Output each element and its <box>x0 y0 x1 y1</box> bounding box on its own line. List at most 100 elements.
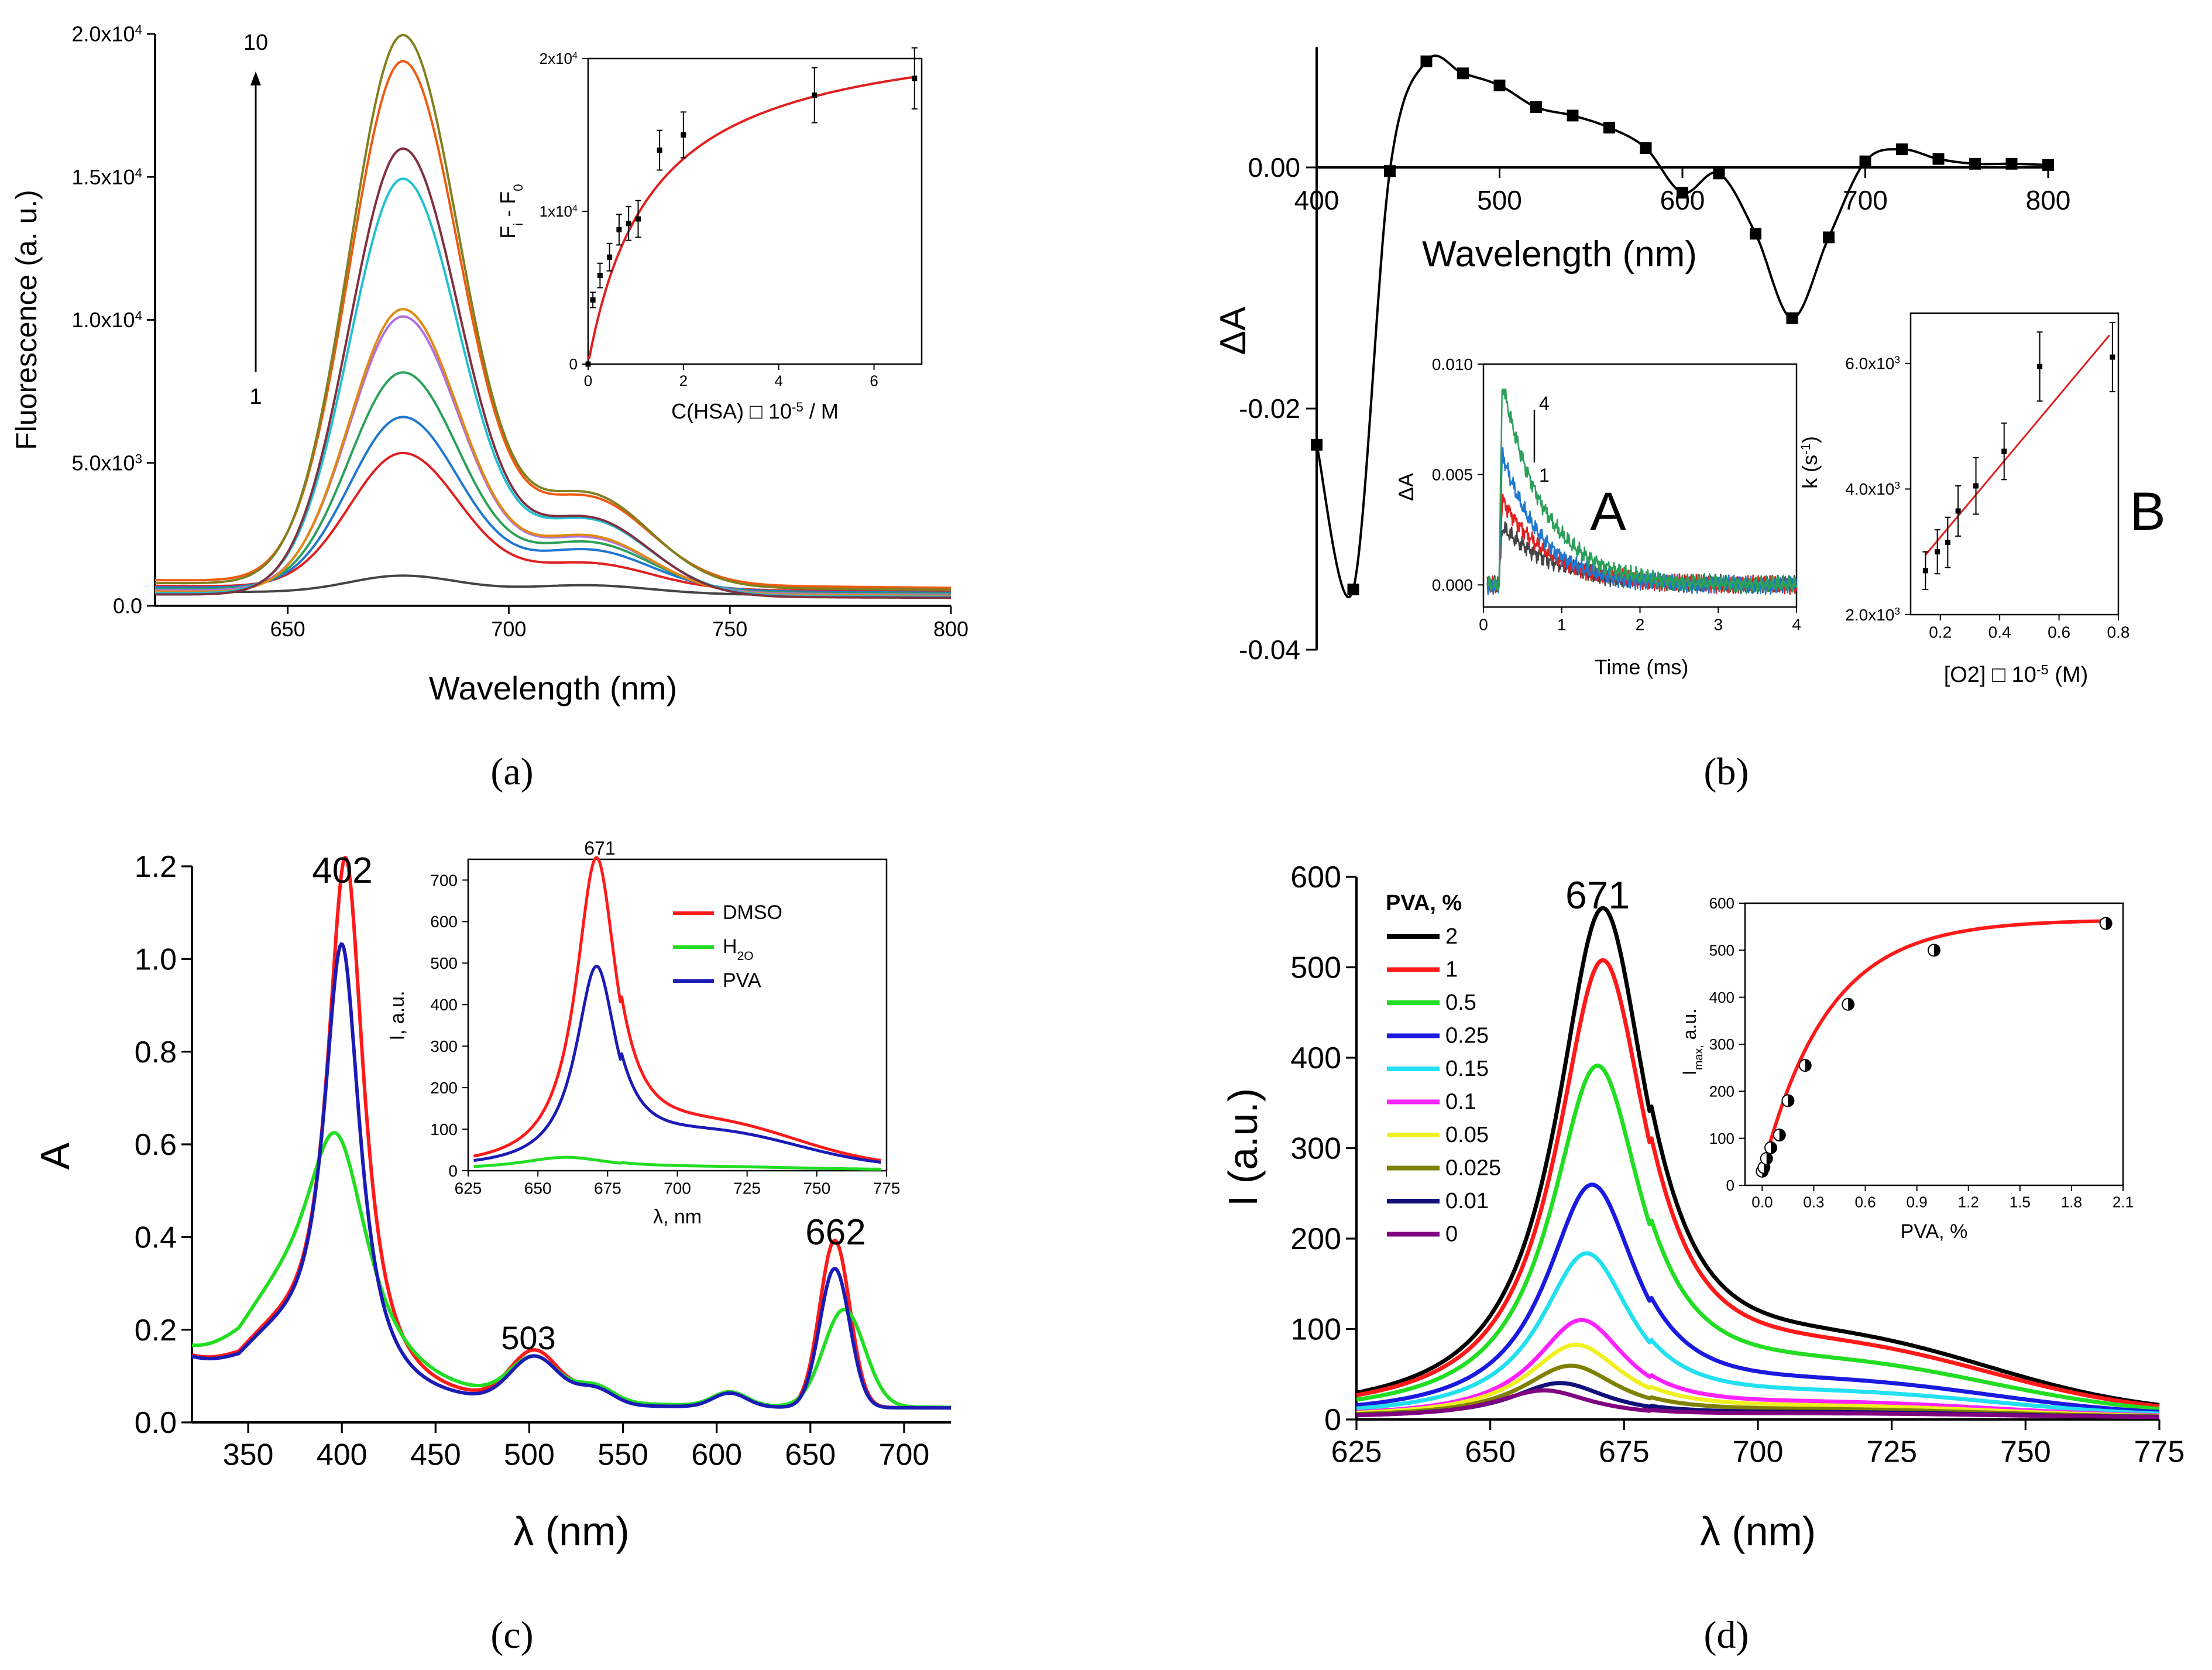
y-tick-label: 0 <box>569 355 578 373</box>
y-tick-label: 100 <box>430 1120 458 1139</box>
y-axis-title: Fluorescence (a. u.) <box>10 190 43 450</box>
inset-fit-line <box>588 75 918 359</box>
inset-b-fit-line <box>1925 334 2110 556</box>
transient-data-point <box>2042 159 2054 171</box>
x-axis-title: Wavelength (nm) <box>1422 234 1697 275</box>
y-tick-label: 0 <box>448 1162 458 1180</box>
inset-a-arrow-start: 1 <box>1539 465 1550 486</box>
inset-marker-half <box>1934 944 1940 956</box>
x-tick-label: 700 <box>879 1438 930 1472</box>
x-tick-label: 750 <box>2000 1435 2051 1469</box>
panel-label-d: (d) <box>1704 1614 1749 1657</box>
inset-b-data-point <box>1945 540 1950 546</box>
inset-data-point <box>616 227 622 232</box>
inset-marker-half <box>1848 998 1854 1010</box>
inset-data-point <box>607 254 613 260</box>
transient-data-point <box>1750 228 1761 240</box>
y-tick-label: 0.0 <box>113 594 142 618</box>
inset-emission-line-PVA <box>473 965 881 1164</box>
x-tick-label: 1.2 <box>1958 1193 1979 1211</box>
y-tick-label: 100 <box>1709 1130 1734 1147</box>
inset-marker-half <box>1805 1059 1811 1072</box>
y-tick-label: 400 <box>430 996 458 1014</box>
y-tick-label: 2x104 <box>540 50 578 67</box>
inset-data-point <box>912 76 918 81</box>
legend-label-H2O: H2O <box>723 935 754 963</box>
y-tick-label: 600 <box>430 913 458 931</box>
inset-y-axis-title: I, a.u. <box>386 990 408 1040</box>
y-tick-label: 2.0x104 <box>71 22 142 46</box>
panel-c: 350 400 450 500 550 600 650 700 0.0 0.2 0.4 0.6 0.8 1… <box>32 838 952 1554</box>
x-tick-label: 800 <box>2026 185 2071 215</box>
inset-data-point <box>2099 917 2113 930</box>
peak-label-402: 402 <box>312 851 372 891</box>
x-tick-label: 650 <box>524 1179 552 1197</box>
legend-label-DMSO: DMSO <box>723 901 782 924</box>
emission-line-0 <box>1356 1388 2160 1419</box>
inset-b-data-point <box>1973 483 1979 489</box>
x-tick-label: 725 <box>733 1179 761 1197</box>
legend-label-0.15: 0.15 <box>1445 1057 1489 1081</box>
y-tick-label: 600 <box>1290 860 1341 894</box>
transient-data-point <box>1932 153 1945 165</box>
transient-data-point <box>1969 157 1981 170</box>
inset-b-data-point <box>1935 549 1940 555</box>
x-tick-label: 0.4 <box>1988 623 2011 641</box>
inset-marker-half <box>1779 1129 1785 1141</box>
inset-data-point <box>626 221 631 227</box>
x-tick-label: 675 <box>594 1179 621 1197</box>
x-tick-label: 750 <box>803 1179 830 1197</box>
x-tick-label: 1 <box>1557 615 1567 633</box>
y-tick-label: 300 <box>1290 1132 1341 1166</box>
y-tick-label: 300 <box>430 1037 458 1055</box>
inset-emission-line-DMSO <box>473 856 881 1162</box>
transient-data-point <box>1786 312 1798 324</box>
transient-data-point <box>1493 79 1506 91</box>
y-tick-label: 200 <box>1290 1222 1341 1256</box>
x-tick-label: 500 <box>504 1438 555 1472</box>
y-axis-title: A <box>32 1142 78 1170</box>
inset-data-point <box>657 148 662 153</box>
y-tick-label: 0.0 <box>135 1406 177 1440</box>
x-tick-label: 400 <box>317 1438 367 1472</box>
y-tick-label: 1.0 <box>135 943 177 977</box>
transient-data-point <box>1347 584 1359 595</box>
absorbance-line-PVA <box>191 942 952 1410</box>
x-tick-label: 6 <box>870 372 878 389</box>
y-axis-title: I (a.u.) <box>1220 1088 1266 1206</box>
y-tick-label: 0.00 <box>1248 152 1300 183</box>
inset-data-point <box>812 92 818 98</box>
inset-marker-half <box>1788 1095 1794 1107</box>
x-tick-label: 0.6 <box>2048 623 2070 641</box>
inset-b-data-point <box>2110 354 2115 360</box>
y-tick-label: 600 <box>1709 894 1734 912</box>
inset-peak-label: 671 <box>584 838 615 859</box>
transient-data-point <box>1677 187 1688 199</box>
emission-line-2 <box>1356 906 2160 1407</box>
peak-label-662: 662 <box>805 1212 865 1253</box>
y-tick-label: 500 <box>430 954 458 972</box>
inset-data-point <box>585 361 591 367</box>
inset-b-y-axis-title: k (s-1) <box>1798 436 1822 489</box>
transient-data-point <box>1311 438 1323 451</box>
legend-label-0.5: 0.5 <box>1445 990 1476 1015</box>
x-tick-label: 0.0 <box>1751 1193 1773 1211</box>
absorbance-line-DMSO <box>191 856 952 1410</box>
legend-label-PVA: PVA <box>723 969 761 992</box>
inset-fit-line <box>1760 919 2106 1172</box>
spectrum-line-7 <box>155 177 951 598</box>
legend-label-0.25: 0.25 <box>1445 1024 1489 1048</box>
transient-data-point <box>1530 101 1542 113</box>
inset-data-point <box>597 273 603 279</box>
emission-line-0.15 <box>1356 1251 2160 1416</box>
x-tick-label: 0 <box>584 372 592 389</box>
x-tick-label: 550 <box>597 1438 648 1472</box>
transient-data-point <box>1640 142 1652 155</box>
y-tick-label: 2.0x103 <box>1845 605 1900 624</box>
y-tick-label: 1.2 <box>135 850 177 884</box>
inset-data-point <box>1798 1059 1812 1072</box>
x-tick-label: 1.8 <box>2061 1193 2082 1211</box>
y-tick-label: 1x104 <box>540 203 578 220</box>
increase-arrow-head <box>250 71 261 85</box>
inset-b-label: B <box>2129 482 2165 541</box>
